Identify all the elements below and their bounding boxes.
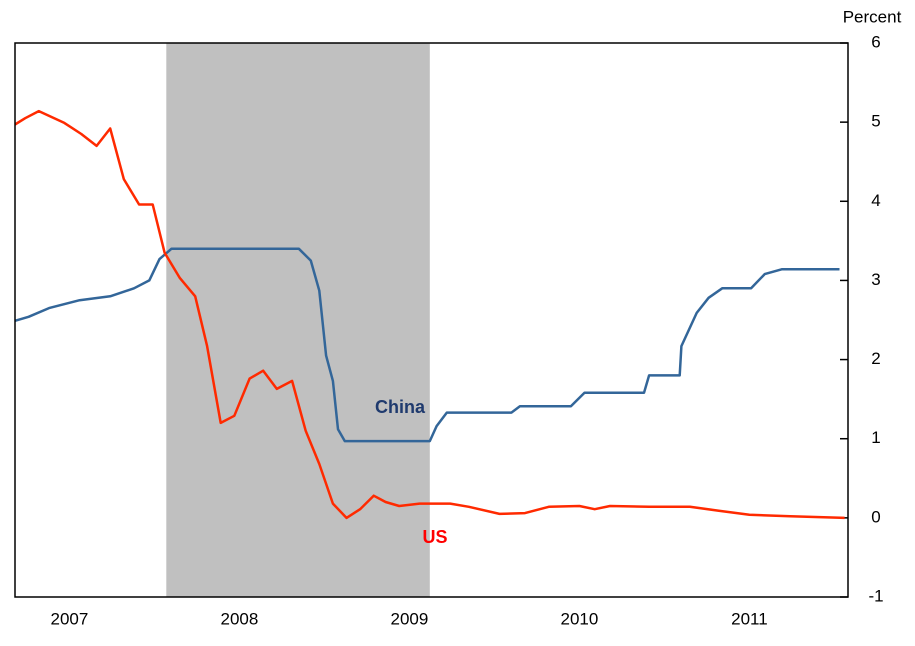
y-tick-label: -1 (868, 586, 883, 605)
series-line (14, 247, 840, 443)
y-axis-label: Percent (843, 7, 902, 26)
y-tick-label: 3 (871, 270, 880, 289)
y-tick-label: 6 (871, 32, 880, 51)
y-tick-label: 2 (871, 349, 880, 368)
y-tick-label: 4 (871, 191, 880, 210)
y-tick-label: 5 (871, 112, 880, 131)
x-tick-label: 2008 (220, 609, 258, 628)
recession-shade (166, 43, 430, 597)
plot-frame (14, 42, 849, 598)
x-tick-label: 2010 (560, 609, 598, 628)
y-tick-label: 1 (871, 428, 880, 447)
x-tick-label: 2009 (390, 609, 428, 628)
y-tick-label: 0 (871, 507, 880, 526)
x-tick-label: 2011 (731, 609, 768, 628)
series-label: US (422, 527, 447, 547)
x-tick-label: 2007 (50, 609, 88, 628)
series-line (14, 109, 845, 520)
series-label: China (375, 397, 426, 417)
